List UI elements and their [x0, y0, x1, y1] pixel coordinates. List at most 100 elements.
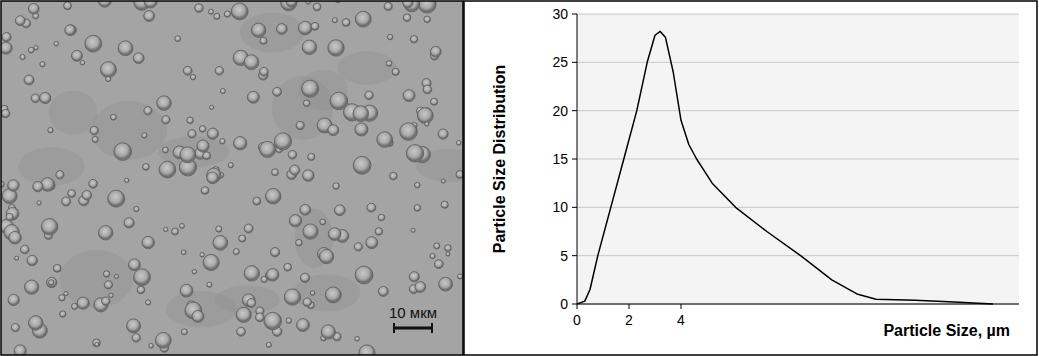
droplet: [236, 307, 251, 322]
droplet: [89, 179, 98, 188]
droplet: [59, 295, 65, 301]
x-tick: [629, 304, 630, 309]
droplet: [197, 140, 209, 152]
scale-bar-label: 10 мкм: [389, 304, 437, 321]
droplet: [82, 190, 92, 200]
droplet: [333, 183, 340, 190]
droplet: [253, 197, 261, 205]
droplet: [175, 36, 181, 42]
droplet: [199, 126, 206, 133]
photo-background: [1, 1, 463, 355]
droplet: [411, 228, 415, 232]
y-tick-label: 15: [552, 151, 568, 167]
plot-area: [577, 14, 1019, 304]
y-tick-label: 30: [552, 6, 568, 22]
droplet: [180, 223, 185, 228]
droplet: [98, 1, 111, 7]
droplet: [403, 1, 413, 8]
scale-bar-end: [393, 323, 395, 333]
droplet: [132, 334, 140, 342]
droplet: [425, 122, 429, 126]
droplet: [47, 277, 57, 287]
grid-line: [577, 159, 1019, 160]
droplet: [409, 272, 419, 282]
photo-shade: [91, 101, 167, 160]
droplet: [410, 35, 417, 42]
y-tick: [572, 110, 577, 111]
figure: 10 мкм051015202530024Particle Size Distr…: [0, 0, 1039, 356]
droplet: [181, 250, 186, 255]
droplet: [180, 147, 196, 163]
droplet: [102, 297, 110, 305]
droplet: [392, 68, 399, 75]
droplet: [233, 137, 246, 150]
droplet: [284, 289, 300, 305]
droplet: [192, 310, 204, 322]
droplet: [296, 121, 304, 129]
y-tick-label: 25: [552, 54, 568, 70]
droplet: [24, 75, 34, 85]
droplet: [378, 214, 385, 221]
droplet: [255, 313, 264, 322]
droplet: [8, 180, 20, 192]
droplet: [456, 170, 463, 178]
droplet: [441, 201, 448, 208]
axes: 051015202530024: [552, 6, 1019, 328]
droplet: [215, 66, 223, 74]
droplet: [214, 13, 220, 19]
droplet: [27, 255, 37, 265]
droplet: [456, 140, 461, 145]
droplet: [378, 286, 388, 296]
droplet: [386, 61, 392, 67]
droplet: [68, 190, 76, 198]
droplet: [242, 294, 255, 307]
droplet: [31, 94, 40, 103]
y-tick: [572, 304, 577, 305]
scale-bar-ground: [380, 300, 450, 336]
x-tick: [577, 304, 578, 309]
droplet: [439, 277, 453, 291]
x-tick-label: 4: [677, 312, 685, 328]
droplet: [95, 342, 99, 346]
droplet: [260, 37, 267, 44]
droplet: [124, 218, 134, 228]
droplet: [266, 342, 271, 347]
y-tick: [572, 14, 577, 15]
droplet: [149, 343, 154, 348]
photo-shade: [293, 274, 360, 312]
droplet: [220, 138, 226, 144]
droplet: [334, 205, 345, 216]
droplet: [48, 280, 54, 286]
grid-line: [577, 14, 1019, 15]
droplet: [303, 298, 312, 307]
droplet: [187, 117, 194, 124]
grid-line: [577, 207, 1019, 208]
droplet: [201, 187, 209, 195]
droplet: [108, 190, 125, 207]
droplet: [15, 256, 19, 260]
droplet: [24, 280, 38, 294]
x-axis-line: [577, 304, 1019, 305]
droplet: [367, 203, 376, 212]
droplet: [290, 165, 300, 175]
droplet: [134, 206, 139, 211]
droplet: [297, 319, 310, 332]
y-axis-title: Particle Size Distribution: [491, 65, 508, 253]
droplet: [11, 323, 19, 331]
droplet: [93, 339, 101, 347]
droplet: [28, 3, 39, 14]
droplet: [133, 269, 150, 286]
droplet: [328, 40, 344, 56]
droplet: [210, 105, 214, 109]
droplet: [319, 249, 333, 263]
droplet: [342, 19, 350, 27]
droplet: [40, 92, 51, 103]
droplet: [114, 274, 118, 278]
droplet: [400, 123, 418, 141]
droplet: [231, 3, 248, 20]
droplet: [320, 219, 326, 225]
droplet: [434, 243, 440, 249]
droplet: [300, 273, 309, 282]
micrograph: 10 мкм: [1, 1, 463, 355]
droplet: [244, 224, 253, 233]
